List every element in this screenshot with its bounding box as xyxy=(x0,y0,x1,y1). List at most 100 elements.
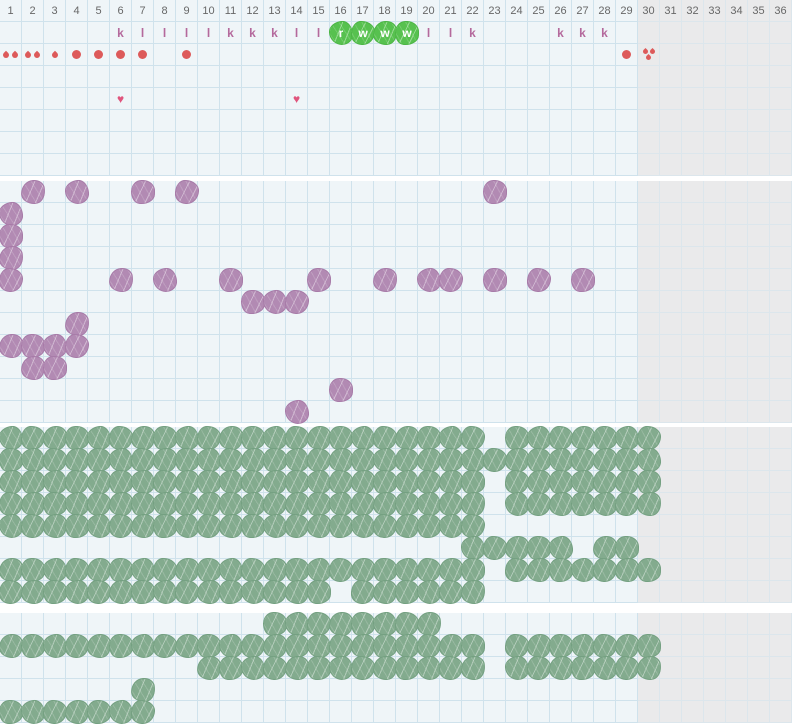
day-cell-24[interactable] xyxy=(506,225,528,247)
day-cell-30[interactable] xyxy=(638,291,660,313)
day-cell-4[interactable] xyxy=(66,537,88,559)
day-cell-12[interactable] xyxy=(242,132,264,154)
day-cell-25[interactable] xyxy=(528,613,550,635)
day-cell-12[interactable] xyxy=(240,469,266,495)
day-cell-9[interactable] xyxy=(176,379,198,401)
day-cell-29[interactable] xyxy=(616,132,638,154)
day-cell-14[interactable] xyxy=(284,469,310,495)
day-cell-16[interactable] xyxy=(328,377,354,403)
day-cell-15[interactable]: l xyxy=(308,22,330,44)
day-cell-18[interactable] xyxy=(374,537,396,559)
day-cell-3[interactable] xyxy=(42,633,68,659)
day-cell-36[interactable] xyxy=(770,449,792,471)
day-cell-29[interactable] xyxy=(616,379,638,401)
day-cell-8[interactable] xyxy=(152,425,178,451)
day-cell-10[interactable]: l xyxy=(198,22,220,44)
day-cell-5[interactable] xyxy=(86,447,112,473)
day-cell-16[interactable] xyxy=(328,425,354,451)
day-cell-28[interactable] xyxy=(594,269,616,291)
day-cell-17[interactable] xyxy=(350,557,376,583)
day-cell-19[interactable] xyxy=(396,225,418,247)
day-cell-7[interactable] xyxy=(130,633,156,659)
day-cell-15[interactable] xyxy=(306,267,332,293)
day-cell-33[interactable] xyxy=(704,313,726,335)
day-cell-23[interactable] xyxy=(484,471,506,493)
day-cell-25[interactable] xyxy=(528,313,550,335)
day-cell-4[interactable] xyxy=(66,203,88,225)
day-cell-21[interactable] xyxy=(438,447,464,473)
day-cell-28[interactable] xyxy=(594,515,616,537)
day-cell-11[interactable] xyxy=(218,513,244,539)
day-cell-13[interactable] xyxy=(264,181,286,203)
day-cell-31[interactable] xyxy=(660,515,682,537)
day-cell-25[interactable] xyxy=(528,335,550,357)
day-cell-16[interactable] xyxy=(330,269,352,291)
day-cell-5[interactable] xyxy=(88,44,110,66)
day-cell-13[interactable] xyxy=(262,579,288,605)
day-cell-36[interactable] xyxy=(770,44,792,66)
day-cell-8[interactable] xyxy=(154,88,176,110)
day-cell-10[interactable] xyxy=(198,132,220,154)
day-cell-32[interactable] xyxy=(682,22,704,44)
day-cell-22[interactable] xyxy=(460,557,486,583)
day-cell-19[interactable] xyxy=(396,132,418,154)
day-cell-21[interactable] xyxy=(440,379,462,401)
day-cell-13[interactable] xyxy=(262,447,288,473)
day-cell-3[interactable] xyxy=(44,154,66,176)
day-cell-31[interactable] xyxy=(660,291,682,313)
day-cell-34[interactable] xyxy=(726,449,748,471)
day-cell-35[interactable] xyxy=(748,559,770,581)
day-cell-8[interactable] xyxy=(152,447,178,473)
day-cell-31[interactable] xyxy=(660,613,682,635)
day-cell-27[interactable] xyxy=(572,225,594,247)
day-cell-34[interactable] xyxy=(726,427,748,449)
day-cell-12[interactable] xyxy=(242,154,264,176)
day-cell-3[interactable] xyxy=(44,110,66,132)
day-cell-23[interactable] xyxy=(484,203,506,225)
day-cell-13[interactable] xyxy=(262,633,288,659)
day-cell-12[interactable] xyxy=(242,181,264,203)
day-cell-35[interactable] xyxy=(748,44,770,66)
day-cell-32[interactable] xyxy=(682,449,704,471)
day-cell-36[interactable] xyxy=(770,313,792,335)
day-cell-8[interactable] xyxy=(154,66,176,88)
day-cell-31[interactable] xyxy=(660,471,682,493)
day-cell-26[interactable] xyxy=(550,225,572,247)
day-cell-18[interactable] xyxy=(374,247,396,269)
day-cell-28[interactable] xyxy=(594,581,616,603)
day-cell-10[interactable] xyxy=(198,66,220,88)
day-cell-26[interactable] xyxy=(550,269,572,291)
day-cell-9[interactable]: l xyxy=(176,22,198,44)
day-cell-21[interactable] xyxy=(440,335,462,357)
day-cell-23[interactable] xyxy=(484,357,506,379)
day-cell-4[interactable] xyxy=(66,401,88,423)
day-cell-34[interactable] xyxy=(726,515,748,537)
day-cell-9[interactable] xyxy=(176,66,198,88)
day-cell-32[interactable] xyxy=(682,657,704,679)
day-cell-4[interactable] xyxy=(66,110,88,132)
day-cell-32[interactable] xyxy=(682,357,704,379)
day-cell-29[interactable] xyxy=(614,535,640,561)
day-cell-14[interactable] xyxy=(284,611,310,637)
day-cell-36[interactable] xyxy=(770,657,792,679)
day-cell-12[interactable] xyxy=(240,447,266,473)
day-cell-17[interactable] xyxy=(352,335,374,357)
day-cell-8[interactable] xyxy=(152,469,178,495)
day-cell-25[interactable] xyxy=(526,447,552,473)
day-cell-6[interactable] xyxy=(108,699,134,725)
day-cell-29[interactable] xyxy=(616,679,638,701)
day-cell-2[interactable] xyxy=(22,379,44,401)
day-cell-27[interactable] xyxy=(572,613,594,635)
day-cell-20[interactable] xyxy=(416,611,442,637)
day-cell-30[interactable] xyxy=(638,357,660,379)
day-cell-6[interactable] xyxy=(108,557,134,583)
day-cell-28[interactable]: k xyxy=(594,22,616,44)
day-cell-7[interactable] xyxy=(130,579,156,605)
day-cell-29[interactable] xyxy=(616,110,638,132)
day-cell-35[interactable] xyxy=(748,335,770,357)
day-cell-12[interactable] xyxy=(242,379,264,401)
day-cell-6[interactable] xyxy=(108,447,134,473)
day-cell-24[interactable] xyxy=(504,535,530,561)
day-cell-3[interactable] xyxy=(44,66,66,88)
day-cell-29[interactable] xyxy=(616,154,638,176)
